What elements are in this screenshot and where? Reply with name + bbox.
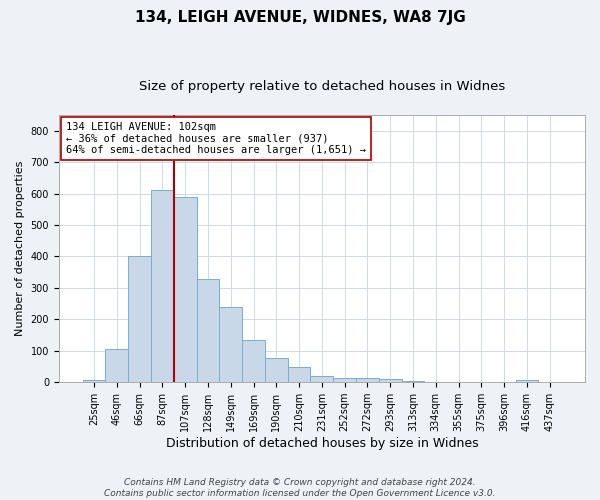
- Text: 134, LEIGH AVENUE, WIDNES, WA8 7JG: 134, LEIGH AVENUE, WIDNES, WA8 7JG: [134, 10, 466, 25]
- Bar: [379, 379, 401, 382]
- Bar: [128, 256, 151, 382]
- Text: Contains HM Land Registry data © Crown copyright and database right 2024.
Contai: Contains HM Land Registry data © Crown c…: [104, 478, 496, 498]
- Bar: [310, 376, 333, 382]
- Bar: [220, 308, 242, 382]
- Bar: [197, 279, 220, 382]
- Bar: [242, 340, 265, 382]
- Bar: [106, 348, 128, 382]
- Y-axis label: Number of detached properties: Number of detached properties: [15, 161, 25, 336]
- Bar: [515, 380, 538, 382]
- Bar: [83, 380, 106, 382]
- Text: 134 LEIGH AVENUE: 102sqm
← 36% of detached houses are smaller (937)
64% of semi-: 134 LEIGH AVENUE: 102sqm ← 36% of detach…: [66, 122, 366, 155]
- Bar: [333, 378, 356, 382]
- Bar: [288, 366, 310, 382]
- Bar: [151, 190, 174, 382]
- Bar: [401, 380, 424, 382]
- Bar: [265, 358, 288, 382]
- Bar: [356, 378, 379, 382]
- Title: Size of property relative to detached houses in Widnes: Size of property relative to detached ho…: [139, 80, 505, 93]
- Bar: [174, 196, 197, 382]
- X-axis label: Distribution of detached houses by size in Widnes: Distribution of detached houses by size …: [166, 437, 478, 450]
